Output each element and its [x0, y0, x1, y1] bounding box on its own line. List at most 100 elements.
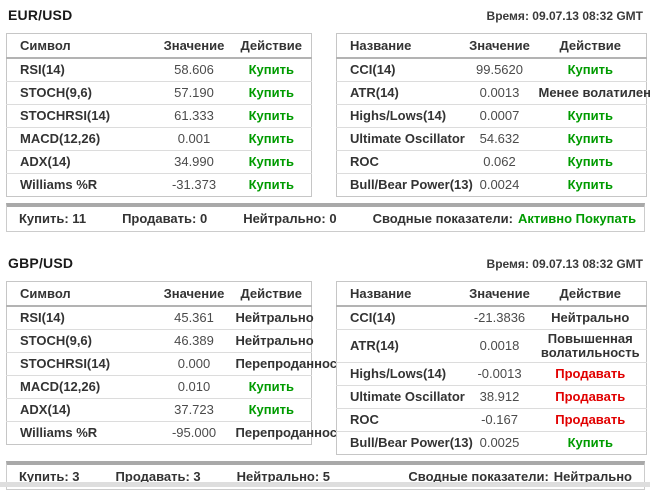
indicator-name: STOCHRSI(14) — [6, 104, 157, 128]
col-header-name: Название — [336, 33, 465, 59]
gbpusd-symbol-table: Символ Значение Действие RSI(14) 45.361 … — [6, 281, 351, 445]
indicator-value: 99.5620 — [464, 57, 535, 82]
indicator-name: ATR(14) — [336, 329, 465, 363]
indicator-row: ADX(14) 37.723 Купить — [6, 398, 312, 422]
col-header-value: Значение — [156, 281, 232, 307]
indicator-name: ADX(14) — [6, 150, 157, 174]
buy-count: Купить: 3 — [19, 469, 80, 484]
indicator-action: Перепроданность — [231, 421, 351, 445]
indicator-action: Купить — [534, 431, 647, 455]
indicator-action: Купить — [534, 104, 647, 128]
indicator-row: STOCH(9,6) 46.389 Нейтрально — [6, 329, 314, 353]
table-header-row: Символ Значение Действие — [6, 281, 312, 307]
indicator-name: STOCH(9,6) — [6, 81, 157, 105]
sell-count: Продавать: 3 — [115, 469, 201, 484]
indicator-action: Нейтрально — [534, 305, 647, 330]
summary-verdict: Нейтрально — [553, 469, 632, 484]
indicator-name: Ultimate Oscillator — [336, 127, 465, 151]
indicator-value: 0.0018 — [464, 329, 535, 363]
indicator-name: STOCHRSI(14) — [6, 352, 157, 376]
indicator-name: Highs/Lows(14) — [336, 362, 465, 386]
indicator-action: Продавать — [534, 408, 647, 432]
indicator-value: -31.373 — [156, 173, 232, 197]
indicator-name: MACD(12,26) — [6, 127, 157, 151]
indicator-name: Williams %R — [6, 173, 157, 197]
indicator-value: 0.010 — [156, 375, 232, 399]
col-header-action: Действие — [534, 33, 647, 59]
indicator-name: RSI(14) — [6, 57, 157, 82]
col-header-value: Значение — [464, 33, 535, 59]
indicator-value: 38.912 — [464, 385, 535, 409]
indicator-action: Продавать — [534, 385, 647, 409]
col-header-action: Действие — [231, 281, 312, 307]
neutral-count: Нейтрально: 5 — [236, 469, 331, 484]
table-header-row: Название Значение Действие — [336, 281, 647, 307]
indicator-row: STOCHRSI(14) 61.333 Купить — [6, 104, 312, 128]
indicator-action: Продавать — [534, 362, 647, 386]
indicator-name: STOCH(9,6) — [6, 329, 157, 353]
indicator-action: Купить — [231, 173, 312, 197]
indicator-value: 54.632 — [464, 127, 535, 151]
indicator-value: 34.990 — [156, 150, 232, 174]
indicator-row: MACD(12,26) 0.001 Купить — [6, 127, 312, 151]
indicator-row: Ultimate Oscillator 38.912 Продавать — [336, 385, 647, 409]
indicator-row: Highs/Lows(14) -0.0013 Продавать — [336, 362, 647, 386]
indicator-name: ADX(14) — [6, 398, 157, 422]
indicator-value: 0.0025 — [464, 431, 535, 455]
indicator-value: 0.0007 — [464, 104, 535, 128]
col-header-action: Действие — [231, 33, 312, 59]
indicator-row: RSI(14) 58.606 Купить — [6, 57, 312, 82]
indicator-name: RSI(14) — [6, 305, 157, 330]
indicator-name: ROC — [336, 150, 465, 174]
indicator-row: RSI(14) 45.361 Нейтрально — [6, 305, 314, 330]
indicator-value: -21.3836 — [464, 305, 535, 330]
indicator-name: Ultimate Oscillator — [336, 385, 465, 409]
indicator-action: Купить — [231, 398, 312, 422]
indicator-action: Купить — [534, 127, 647, 151]
table-header-row: Название Значение Действие — [336, 33, 647, 59]
summary-label: Сводные показатели: — [372, 211, 513, 226]
col-header-value: Значение — [156, 33, 232, 59]
indicator-value: 45.361 — [156, 305, 232, 330]
eurusd-name-table: Название Значение Действие CCI(14) 99.56… — [336, 33, 650, 197]
indicator-value: 0.000 — [156, 352, 232, 376]
indicator-row: Williams %R -31.373 Купить — [6, 173, 312, 197]
indicator-row: ROC 0.062 Купить — [336, 150, 647, 174]
indicator-row: Highs/Lows(14) 0.0007 Купить — [336, 104, 647, 128]
bottom-divider — [0, 482, 650, 487]
col-header-symbol: Символ — [6, 281, 157, 307]
indicator-action: Менее волатилен — [534, 81, 650, 105]
indicator-row: CCI(14) 99.5620 Купить — [336, 57, 647, 82]
indicator-row: MACD(12,26) 0.010 Купить — [6, 375, 312, 399]
indicator-row: ROC -0.167 Продавать — [336, 408, 647, 432]
eurusd-tables: Символ Значение Действие RSI(14) 58.606 … — [6, 33, 650, 197]
indicator-name: ATR(14) — [336, 81, 465, 105]
indicator-value: 46.389 — [156, 329, 232, 353]
timestamp-eurusd: Время: 09.07.13 08:32 GMT — [486, 9, 643, 23]
indicator-name: CCI(14) — [336, 305, 465, 330]
eurusd-summary-bar: Купить: 11 Продавать: 0 Нейтрально: 0 Св… — [6, 203, 645, 232]
table-header-row: Символ Значение Действие — [6, 33, 312, 59]
pair-title-gbpusd: GBP/USD — [8, 255, 74, 271]
indicator-row: CCI(14) -21.3836 Нейтрально — [336, 305, 647, 330]
timestamp-gbpusd: Время: 09.07.13 08:32 GMT — [486, 257, 643, 271]
indicator-value: 0.0013 — [464, 81, 535, 105]
eurusd-section-header: EUR/USD Время: 09.07.13 08:32 GMT — [6, 4, 645, 24]
indicator-value: 58.606 — [156, 57, 232, 82]
col-header-value: Значение — [464, 281, 535, 307]
indicator-action: Купить — [534, 150, 647, 174]
buy-count: Купить: 11 — [19, 211, 87, 226]
indicator-action: Купить — [534, 173, 647, 197]
indicator-name: Highs/Lows(14) — [336, 104, 465, 128]
indicator-action: Повышенная волатильность — [534, 329, 647, 363]
indicator-action: Купить — [231, 375, 312, 399]
indicator-value: 37.723 — [156, 398, 232, 422]
col-header-symbol: Символ — [6, 33, 157, 59]
indicator-row: Bull/Bear Power(13) 0.0024 Купить — [336, 173, 647, 197]
col-header-action: Действие — [534, 281, 647, 307]
indicator-value: 0.062 — [464, 150, 535, 174]
indicator-value: 0.0024 — [464, 173, 535, 197]
gbpusd-tables: Символ Значение Действие RSI(14) 45.361 … — [6, 281, 647, 455]
gbpusd-section-header: GBP/USD Время: 09.07.13 08:32 GMT — [6, 252, 645, 272]
